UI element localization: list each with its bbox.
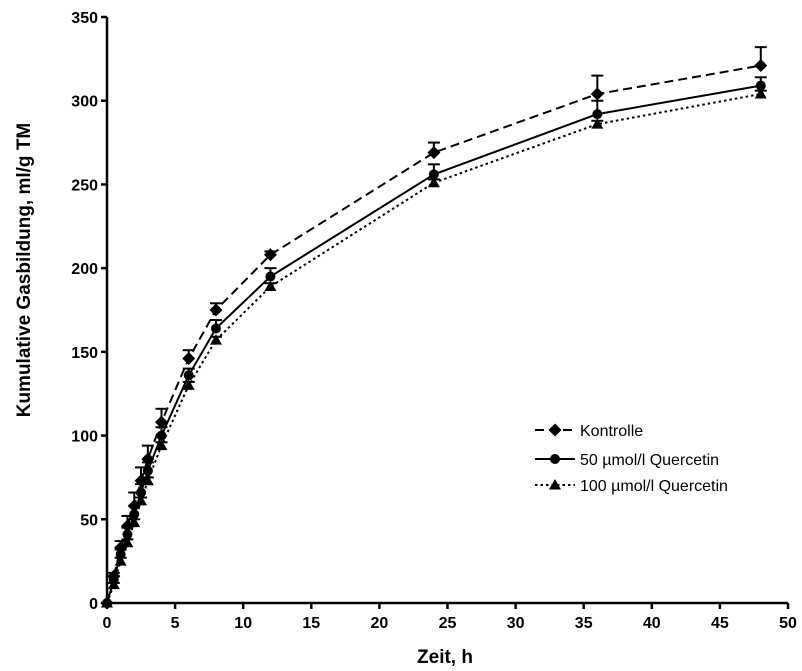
x-tick-label: 45: [711, 615, 729, 632]
data-point: [755, 88, 767, 99]
y-tick-label: 300: [71, 94, 98, 111]
x-axis-title: Zeit, h: [417, 647, 473, 668]
legend-label: 100 µmol/l Quercetin: [580, 478, 728, 495]
y-tick-label: 350: [71, 10, 98, 27]
x-tick-label: 20: [371, 615, 389, 632]
data-point: [182, 352, 195, 365]
legend-marker: [549, 424, 562, 437]
y-tick-label: 200: [71, 261, 98, 278]
axes: 0 50 100 150 200 250 300 350 0 5 10 15 20 25 30 35 40 45 5…: [71, 10, 797, 632]
data-point: [265, 272, 275, 282]
data-point: [428, 177, 440, 188]
series-layer: [101, 47, 768, 609]
data-point: [592, 109, 602, 119]
x-tick-label: 40: [643, 615, 661, 632]
data-point: [427, 146, 440, 159]
x-tick-label: 50: [779, 615, 797, 632]
x-tick-label: 15: [302, 615, 320, 632]
y-tick-label: 50: [80, 512, 98, 529]
y-tick-label: 100: [71, 429, 98, 446]
data-point: [209, 304, 222, 317]
x-tick-label: 0: [103, 615, 112, 632]
data-point: [591, 88, 604, 101]
x-tick-label: 35: [575, 615, 593, 632]
legend-label: Kontrolle: [580, 423, 643, 440]
y-tick-label: 150: [71, 345, 98, 362]
data-point: [264, 281, 276, 292]
y-axis-title: Kumulative Gasbildung, ml/g TM: [14, 123, 35, 418]
y-tick-label: 0: [89, 596, 98, 613]
series-1: [101, 47, 768, 609]
y-tick-label: 250: [71, 177, 98, 194]
data-point: [754, 59, 767, 72]
data-point: [184, 370, 194, 380]
legend: Kontrolle 50 µmol/l Quercetin 100 µmol/l Q…: [535, 423, 728, 495]
series-line: [107, 86, 761, 603]
data-point: [135, 495, 147, 506]
legend-marker: [550, 454, 560, 464]
x-tick-label: 30: [507, 615, 525, 632]
x-tick-label: 10: [234, 615, 252, 632]
x-tick-label: 25: [439, 615, 457, 632]
data-point: [211, 323, 221, 333]
x-tick-label: 5: [171, 615, 180, 632]
legend-label: 50 µmol/l Quercetin: [580, 452, 719, 469]
